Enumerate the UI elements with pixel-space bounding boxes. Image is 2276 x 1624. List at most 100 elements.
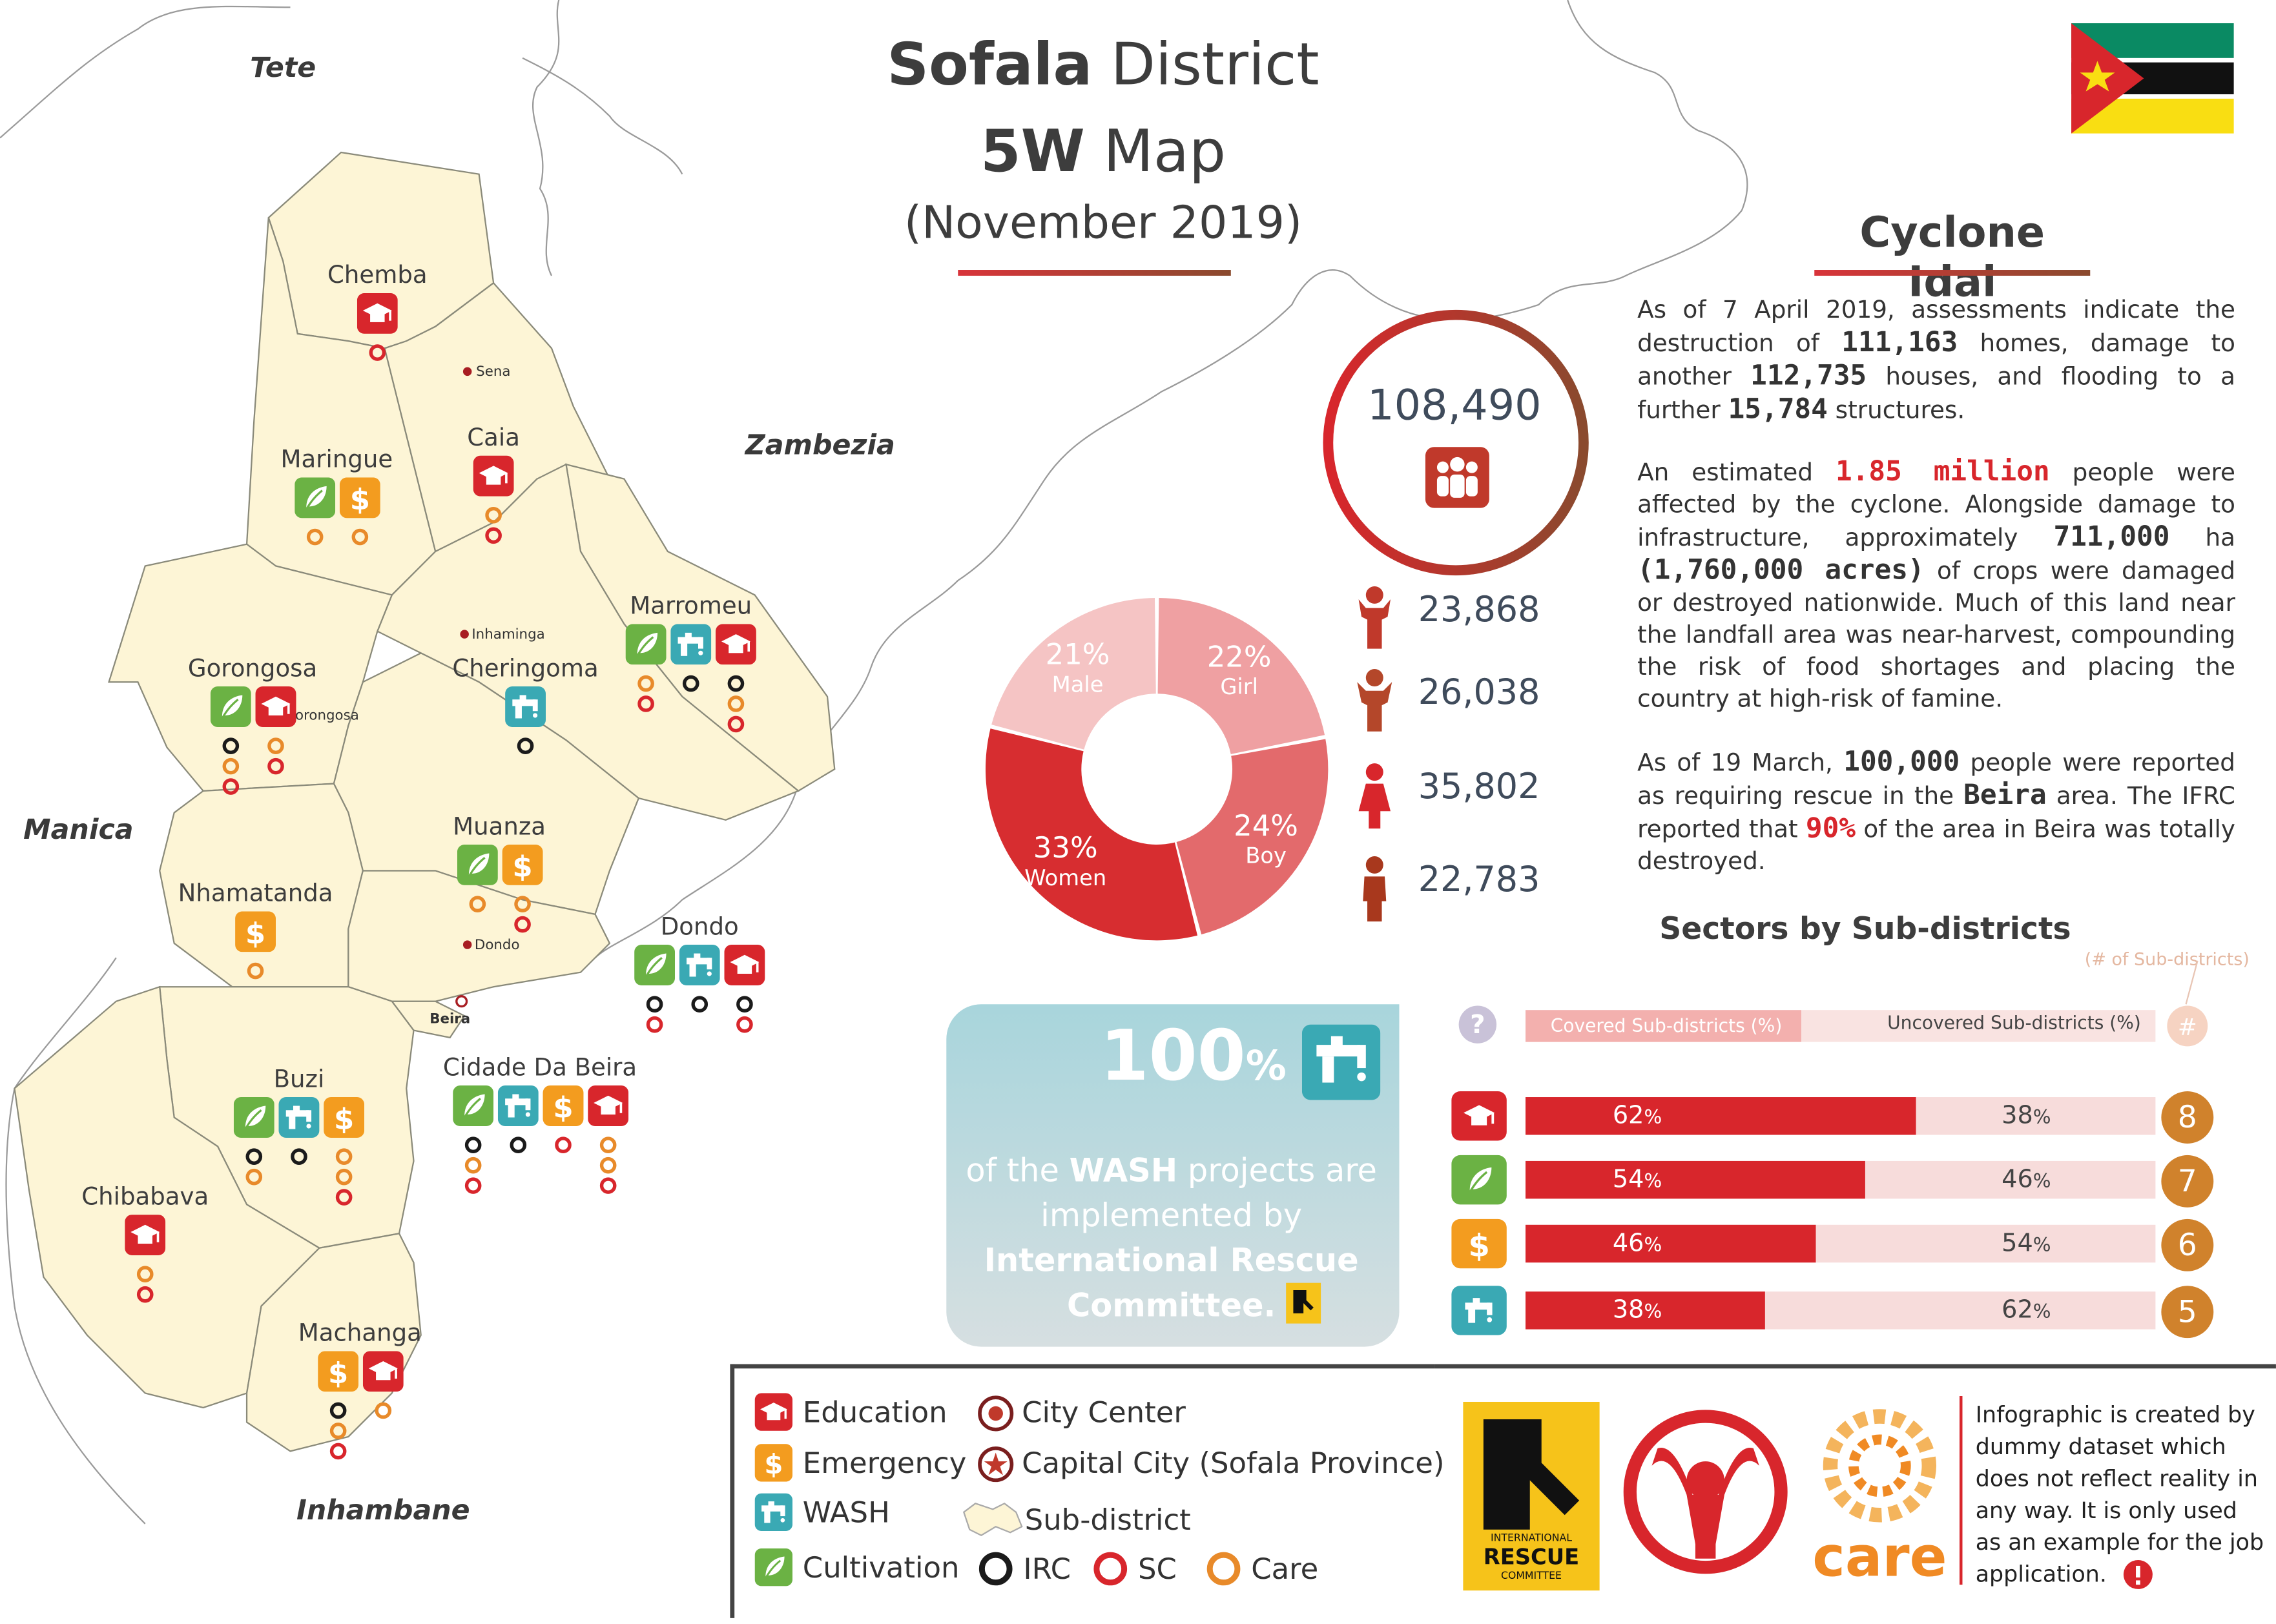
subdistrict-count: 7 [2161, 1155, 2214, 1208]
org-marker-sc [329, 1438, 346, 1466]
org-marker-care [335, 1144, 353, 1171]
org-marker-irc [727, 670, 745, 698]
district-sector-education-icon [357, 293, 398, 340]
legend-box [730, 1364, 1434, 1618]
cyclone-paragraph-2: An estimated 1.85 million people were af… [1637, 455, 2236, 713]
covered-pct-label: 38% [1612, 1295, 1662, 1325]
cyclone-title: Cyclone Idai [1859, 207, 2045, 307]
svg-text:care: care [1812, 1526, 1947, 1587]
legend-org-label: SC [1137, 1551, 1177, 1587]
covered-header-bar [1526, 1010, 1802, 1042]
district-sector-cultivation-icon [452, 1085, 493, 1132]
org-marker-irc [222, 733, 239, 761]
covered-bar [1526, 1224, 1816, 1263]
org-marker-sc [136, 1281, 154, 1309]
org-marker-irc [517, 733, 534, 761]
district-sector-education-icon [125, 1215, 166, 1261]
emergency-icon: $ [1451, 1218, 1507, 1269]
org-marker-irc [464, 1132, 481, 1160]
cyclone-underline [1814, 270, 2091, 276]
stat-value: 26,038 [1418, 672, 1540, 713]
covered-bar [1526, 1097, 1916, 1135]
district-sector-cultivation-icon [634, 945, 676, 991]
covered-bar [1526, 1291, 1765, 1330]
save-the-children-logo [1623, 1410, 1788, 1574]
title-underline [958, 270, 1231, 276]
legend-org-label: IRC [1023, 1551, 1071, 1587]
uncovered-pct-label: 62% [2002, 1295, 2051, 1325]
district-label: Chibabava [81, 1182, 209, 1211]
donut-slice-male [991, 597, 1156, 750]
svg-text:$: $ [245, 916, 265, 951]
org-marker-sc [485, 522, 502, 550]
district-sector-cultivation-icon [209, 686, 251, 733]
org-marker-irc [290, 1144, 307, 1171]
district-sector-education-icon [715, 624, 756, 670]
org-marker-irc [646, 991, 663, 1019]
province-zambezia: Zambezia [744, 429, 895, 461]
sectors-title: Sectors by Sub-districts [1659, 911, 2071, 947]
legend-label: Emergency [802, 1445, 967, 1481]
legend-education-icon [754, 1393, 793, 1437]
girl-icon [1358, 586, 1391, 649]
town-dondo: Dondo [475, 937, 520, 953]
org-marker-sc [553, 1132, 571, 1160]
district-label: Caia [467, 424, 520, 451]
district-sector-emergency-icon: $ [317, 1351, 358, 1397]
wash-percentage: 100% [1100, 1016, 1287, 1098]
donut-label-male: Male [1052, 672, 1104, 697]
district-sector-cultivation-icon [625, 624, 667, 670]
district-label: Machanga [298, 1319, 422, 1347]
org-marker-care [599, 1132, 616, 1160]
svg-text:#: # [2178, 1014, 2197, 1040]
svg-text:$: $ [552, 1090, 572, 1124]
irc-logo: INTERNATIONAL RESCUE COMMITTEE [1463, 1401, 1600, 1591]
district-sector-cultivation-icon [294, 477, 335, 524]
legend-emergency-icon: $ [754, 1444, 793, 1487]
district-label: Dondo [660, 912, 739, 941]
district-sector-education-icon [362, 1351, 403, 1397]
org-marker-sc [335, 1184, 353, 1212]
svg-text:?: ? [1470, 1009, 1485, 1040]
cyclone-paragraph-1: As of 7 April 2019, assessments indicate… [1637, 296, 2235, 426]
covered-bar [1526, 1160, 1866, 1199]
woman-icon [1358, 763, 1391, 829]
subdistrict-count: 6 [2161, 1218, 2214, 1271]
note-divider [1959, 1395, 1963, 1585]
org-marker-care [245, 1164, 263, 1191]
org-care-icon [1206, 1552, 1241, 1586]
uncovered-header-bar [1801, 1010, 2156, 1042]
district-sector-emergency-icon: $ [235, 911, 276, 958]
legend-cultivation-icon [754, 1548, 793, 1592]
note-connector [2185, 960, 2198, 1005]
district-sector-education-icon [724, 945, 765, 991]
district-label: Gorongosa [187, 654, 318, 683]
org-marker-care [305, 524, 323, 551]
donut-slice-girl [1157, 597, 1325, 754]
org-marker-sc [222, 774, 239, 801]
donut-label-boy: Boy [1245, 843, 1287, 869]
sub-district-icon [962, 1502, 1023, 1537]
towns: Sena Inhaminga Gorongosa Dondo Beira [271, 364, 545, 1027]
district-sector-education-icon [587, 1085, 628, 1132]
district-sector-wash-icon [679, 945, 720, 991]
district-sector-wash-icon [670, 624, 712, 670]
district-sector-cultivation-icon [233, 1097, 274, 1144]
province-tete: Tete [250, 52, 316, 84]
district-dondo [347, 870, 611, 1002]
org-marker-care [637, 670, 655, 698]
org-marker-irc [736, 991, 753, 1019]
legend-capital-city: Capital City (Sofala Province) [1022, 1445, 1445, 1481]
svg-text:$: $ [327, 1356, 347, 1390]
org-marker-sc [513, 911, 530, 939]
wash-card-text: of the WASH projects are implemented by … [966, 1153, 1377, 1325]
org-marker-care [485, 502, 502, 530]
legend-sub-district: Sub-district [1024, 1502, 1191, 1537]
legend-wash-icon [754, 1493, 793, 1537]
logos-divider [1434, 1364, 2276, 1369]
care-logo: care [1812, 1409, 1947, 1587]
org-sc-icon [1093, 1552, 1128, 1586]
district-label: Nhamatanda [178, 879, 333, 907]
org-marker-care [599, 1152, 616, 1180]
stat-value: 35,802 [1418, 766, 1540, 807]
